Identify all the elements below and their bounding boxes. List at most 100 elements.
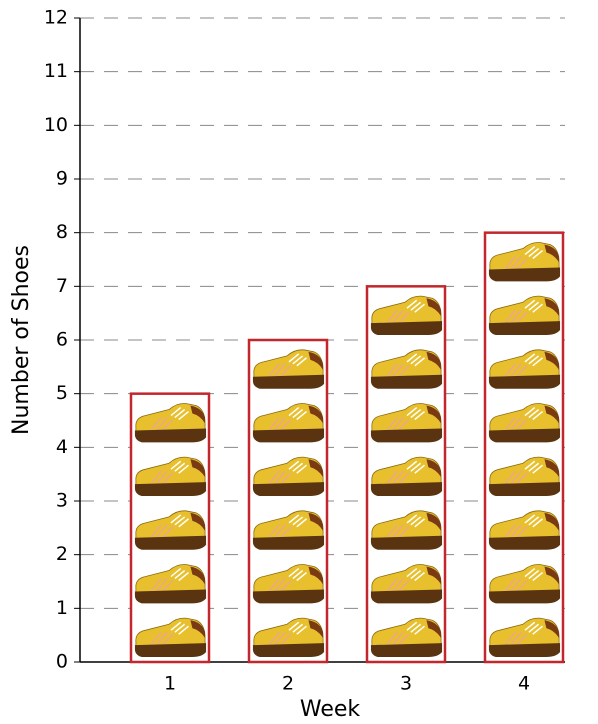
shoe-sole — [252, 482, 325, 497]
shoe-trim — [544, 512, 560, 531]
shoe-sole — [370, 321, 443, 336]
shoe-stripes — [505, 417, 528, 430]
shoe-sole — [134, 535, 207, 550]
shoe-sole — [488, 374, 561, 389]
shoe-trim — [190, 459, 206, 478]
shoe-stripes — [387, 470, 410, 484]
y-tick-label: 10 — [44, 114, 68, 136]
shoe-icon — [370, 510, 443, 550]
y-tick-label: 3 — [56, 490, 68, 512]
shoe-icon — [370, 456, 443, 497]
shoe-laces — [524, 406, 543, 421]
shoe-trim — [308, 351, 324, 370]
shoe-trim — [544, 298, 560, 317]
shoe-laces — [406, 567, 425, 582]
y-tick-label: 6 — [56, 329, 68, 351]
shoe-sole — [252, 374, 325, 389]
shoe-stripes — [505, 631, 528, 645]
shoe-sole — [370, 428, 443, 443]
y-tick-label: 12 — [44, 7, 68, 29]
shoe-sole — [134, 428, 207, 443]
shoe-stripes — [269, 578, 292, 591]
shoe-stripes — [269, 363, 292, 377]
shoe-icon — [488, 510, 561, 550]
shoe-laces — [288, 406, 307, 421]
shoe-sole — [488, 643, 561, 658]
shoe-icon — [252, 564, 325, 604]
shoe-laces — [288, 460, 307, 474]
shoe-laces — [288, 514, 307, 528]
y-tick-label: 1 — [56, 597, 68, 619]
shoe-icon — [252, 349, 325, 389]
y-tick-label: 5 — [56, 382, 68, 404]
shoe-trim — [544, 351, 560, 370]
shoe-trim — [544, 620, 560, 639]
shoe-trim — [426, 620, 442, 639]
shoe-sole — [252, 428, 325, 443]
shoe-laces — [170, 567, 189, 582]
shoe-stripes — [505, 363, 528, 377]
shoe-stripes — [269, 524, 292, 538]
shoe-icon — [134, 564, 207, 604]
shoe-stripes — [387, 631, 410, 645]
x-tick-label: 2 — [282, 673, 294, 695]
y-tick-label: 9 — [56, 168, 68, 190]
shoe-sole — [488, 482, 561, 497]
shoe-laces — [406, 460, 425, 474]
shoe-stripes — [387, 417, 410, 430]
shoe-trim — [190, 566, 206, 585]
shoe-stripes — [151, 417, 174, 430]
shoe-laces — [406, 406, 425, 421]
shoe-icon — [370, 617, 443, 658]
shoe-trim — [190, 620, 206, 639]
shoe-sole — [488, 589, 561, 604]
shoe-trim — [308, 620, 324, 639]
shoe-stripes — [269, 631, 292, 645]
shoe-laces — [524, 621, 543, 635]
shoe-stripes — [505, 256, 528, 269]
shoe-laces — [170, 514, 189, 528]
x-axis-title: Week — [300, 697, 361, 722]
shoe-laces — [524, 514, 543, 528]
shoe-icon — [488, 403, 561, 443]
shoe-sole — [252, 643, 325, 658]
shoe-sole — [488, 267, 561, 282]
shoe-trim — [544, 244, 560, 263]
shoe-trim — [426, 566, 442, 585]
shoe-icon — [370, 349, 443, 389]
shoe-trim — [544, 566, 560, 585]
shoe-stripes — [151, 470, 174, 484]
shoe-stripes — [269, 417, 292, 430]
shoe-trim — [308, 566, 324, 585]
shoe-trim — [308, 512, 324, 531]
shoe-stripes — [387, 578, 410, 591]
shoe-trim — [426, 351, 442, 370]
shoe-icon — [252, 617, 325, 658]
shoe-icon — [134, 617, 207, 658]
shoe-sole — [370, 589, 443, 604]
shoe-laces — [524, 299, 543, 313]
shoe-stripes — [387, 363, 410, 377]
shoe-trim — [190, 512, 206, 531]
shoe-icon — [488, 456, 561, 497]
shoe-icon — [252, 510, 325, 550]
x-tick-label: 1 — [164, 673, 176, 695]
shoe-trim — [544, 459, 560, 478]
shoe-icon — [488, 295, 561, 336]
shoe-sole — [488, 428, 561, 443]
shoe-icon — [488, 564, 561, 604]
shoe-trim — [308, 459, 324, 478]
shoe-icon — [134, 510, 207, 550]
shoe-sole — [370, 374, 443, 389]
shoe-stripes — [151, 578, 174, 591]
shoe-laces — [406, 621, 425, 635]
shoe-laces — [524, 245, 543, 260]
shoe-icon — [370, 403, 443, 443]
shoe-sole — [252, 535, 325, 550]
shoe-trim — [544, 405, 560, 424]
shoe-stripes — [269, 470, 292, 484]
shoe-icon — [134, 403, 207, 443]
shoe-sole — [370, 643, 443, 658]
shoe-sole — [370, 482, 443, 497]
